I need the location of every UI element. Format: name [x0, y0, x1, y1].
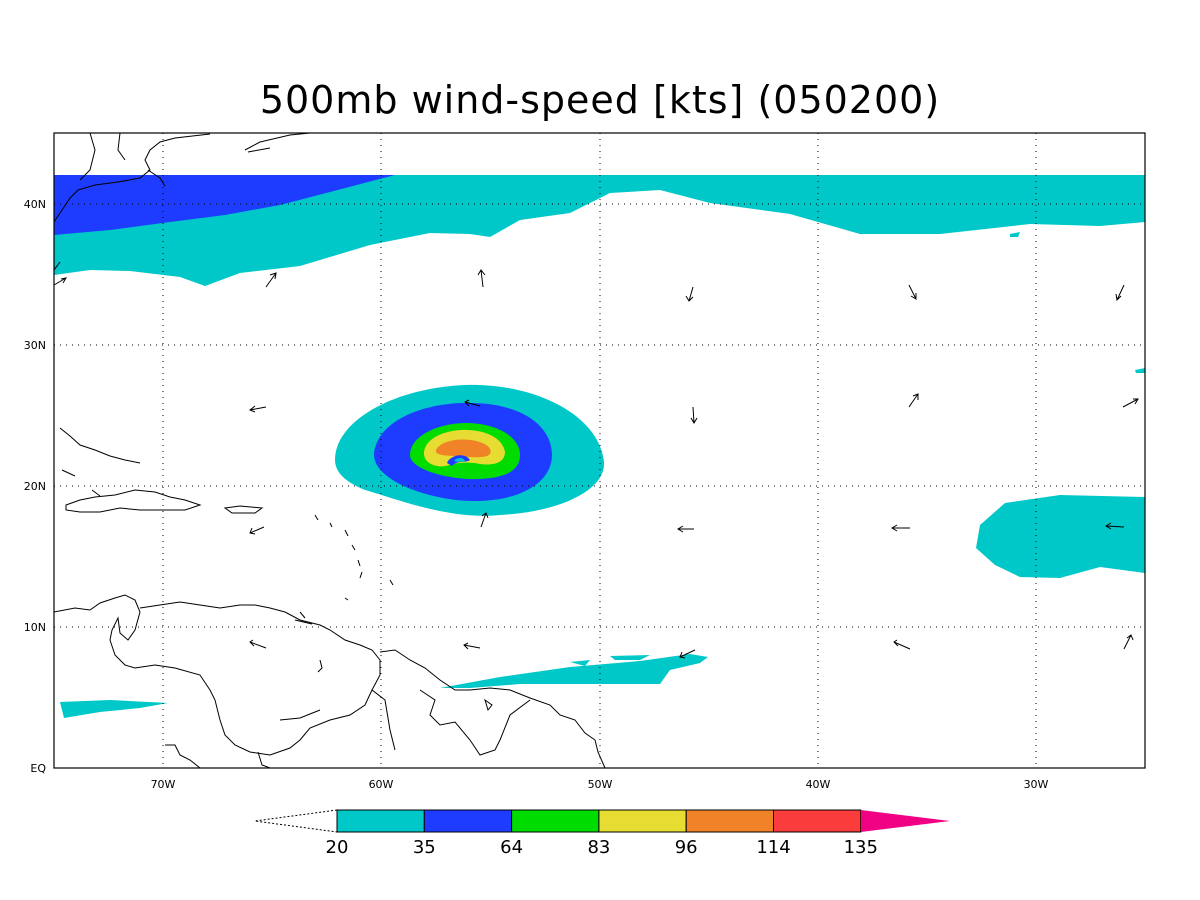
legend-swatch [423, 809, 513, 833]
legend-level-label: 135 [844, 837, 878, 858]
legend-level-label: 35 [413, 837, 436, 858]
coast-puerto-rico [223, 505, 264, 514]
wind-arrow [249, 639, 267, 649]
east-patch [976, 495, 1145, 578]
wind-arrow [679, 649, 696, 659]
wind-arrow [249, 405, 267, 413]
coast-hispaniola [65, 489, 202, 513]
legend-labels: 20 35 64 83 96 114 135 [326, 837, 878, 858]
legend-swatch [336, 809, 425, 833]
wind-arrow [677, 525, 694, 533]
lat-label: EQ [30, 762, 46, 775]
lat-label: 20N [24, 480, 46, 493]
lat-label: 40N [24, 198, 46, 211]
wind-arrow [908, 284, 917, 300]
south-band-bit [570, 655, 650, 666]
hurricane-ring-96 [435, 439, 491, 458]
lat-axis: 40N 30N 20N 10N EQ [24, 198, 47, 775]
lon-label: 50W [588, 778, 613, 791]
coastlines [54, 133, 606, 768]
wind-arrow [477, 269, 486, 288]
legend-level-label: 64 [500, 837, 523, 858]
legend-high-triangle [861, 810, 950, 832]
coast-trinidad [294, 611, 323, 673]
wind-arrow [53, 277, 68, 286]
lon-axis: 70W 60W 50W 40W 30W [151, 778, 1049, 791]
wind-arrow [690, 406, 698, 424]
lon-label: 70W [151, 778, 176, 791]
coast-lesser-antilles [314, 514, 394, 601]
wind-arrow [1115, 284, 1125, 302]
legend-swatch [773, 809, 862, 833]
east-sliver [1135, 368, 1145, 373]
wind-arrow [891, 524, 910, 532]
wind-arrow [1122, 398, 1139, 408]
legend-level-label: 83 [587, 837, 610, 858]
jet-band-light [54, 175, 1145, 286]
map-title: 500mb wind-speed [kts] (050200) [259, 78, 941, 122]
plot-frame [53, 132, 1146, 769]
legend-boxes [336, 809, 862, 833]
wind-arrow [249, 526, 265, 535]
coast-cuba [59, 427, 141, 477]
lon-label: 40W [806, 778, 831, 791]
lon-label: 60W [369, 778, 394, 791]
legend-swatch [511, 809, 600, 833]
jet-band-core [54, 175, 395, 235]
coast-nova-scotia [244, 133, 311, 153]
legend-level-label: 114 [756, 837, 790, 858]
lat-label: 10N [24, 621, 46, 634]
wind-arrow [265, 272, 277, 288]
wind-arrow [1123, 634, 1134, 650]
legend-swatch [685, 809, 775, 833]
wind-arrow [463, 642, 481, 650]
coast-north-america [54, 133, 211, 271]
east-dot [1010, 232, 1020, 237]
wind-arrow [1105, 522, 1125, 530]
wind-vectors [53, 269, 1139, 659]
legend-level-label: 96 [675, 837, 698, 858]
legend-low-triangle [254, 809, 338, 833]
legend-level-label: 20 [326, 837, 349, 858]
wind-arrow [464, 399, 481, 407]
sw-patch [60, 700, 168, 718]
color-legend: 20 35 64 83 96 114 135 [254, 809, 950, 858]
wind-arrow [480, 512, 489, 528]
coast-south-america [54, 594, 606, 768]
wind-arrow [893, 639, 911, 650]
shading-layer [54, 175, 1145, 718]
lon-label: 30W [1024, 778, 1049, 791]
lat-label: 30N [24, 339, 46, 352]
legend-swatch [598, 809, 687, 833]
south-band [440, 654, 708, 688]
hurricane-eye-center [454, 458, 465, 462]
wind-arrow [685, 286, 694, 302]
wind-arrow [908, 393, 919, 408]
